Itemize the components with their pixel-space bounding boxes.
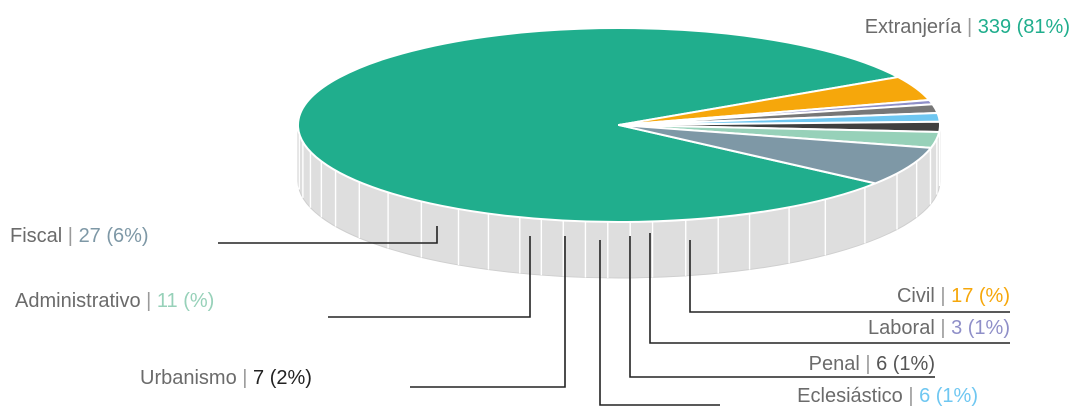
leader-civil bbox=[689, 240, 1010, 313]
leader-lines bbox=[218, 226, 1010, 406]
pie-sides bbox=[297, 124, 941, 279]
leader-eclesiastico bbox=[599, 240, 720, 406]
label-name: Urbanismo bbox=[140, 367, 242, 389]
label-value: 27 (6%) bbox=[79, 225, 149, 247]
label-name: Penal bbox=[809, 353, 866, 375]
slice-fiscal bbox=[618, 124, 932, 185]
leader-penal bbox=[629, 236, 935, 378]
leader-fiscal bbox=[218, 226, 438, 244]
label-separator: | bbox=[940, 317, 951, 339]
label-urbanismo: Urbanismo | 7 (2%) bbox=[140, 367, 312, 389]
label-fiscal: Fiscal | 27 (6%) bbox=[10, 225, 149, 247]
label-name: Laboral bbox=[868, 317, 940, 339]
label-name: Civil bbox=[897, 285, 940, 307]
label-name: Fiscal bbox=[10, 225, 68, 247]
label-value: 17 (%) bbox=[951, 285, 1010, 307]
label-value: 339 (81%) bbox=[978, 16, 1070, 38]
pie-slices bbox=[297, 27, 941, 223]
label-separator: | bbox=[940, 285, 951, 307]
label-name: Administrativo bbox=[15, 290, 146, 312]
label-separator: | bbox=[865, 353, 876, 375]
slice-labels: Extranjería | 339 (81%) Civil | 17 (%) Lab… bbox=[10, 16, 1070, 407]
label-value: 3 (1%) bbox=[951, 317, 1010, 339]
label-civil: Civil | 17 (%) bbox=[897, 285, 1010, 307]
label-laboral: Laboral | 3 (1%) bbox=[868, 317, 1010, 339]
slice-extranjeria bbox=[297, 27, 900, 223]
label-name: Extranjería bbox=[865, 16, 967, 38]
label-separator: | bbox=[967, 16, 978, 38]
leader-laboral bbox=[649, 233, 1010, 344]
label-value: 11 (%) bbox=[157, 290, 214, 312]
label-eclesiastico: Eclesiástico | 6 (1%) bbox=[797, 385, 978, 407]
leader-urbanismo bbox=[410, 236, 566, 388]
label-separator: | bbox=[68, 225, 79, 247]
label-value: 6 (1%) bbox=[876, 353, 935, 375]
label-penal: Penal | 6 (1%) bbox=[809, 353, 935, 375]
label-value: 7 (2%) bbox=[253, 367, 312, 389]
label-separator: | bbox=[908, 385, 919, 407]
label-extranjeria: Extranjería | 339 (81%) bbox=[865, 16, 1070, 38]
label-administrativo: Administrativo | 11 (%) bbox=[15, 290, 214, 312]
leader-administrativo bbox=[328, 236, 531, 318]
label-separator: | bbox=[146, 290, 157, 312]
label-separator: | bbox=[242, 367, 253, 389]
label-name: Eclesiástico bbox=[797, 385, 908, 407]
label-value: 6 (1%) bbox=[919, 385, 978, 407]
